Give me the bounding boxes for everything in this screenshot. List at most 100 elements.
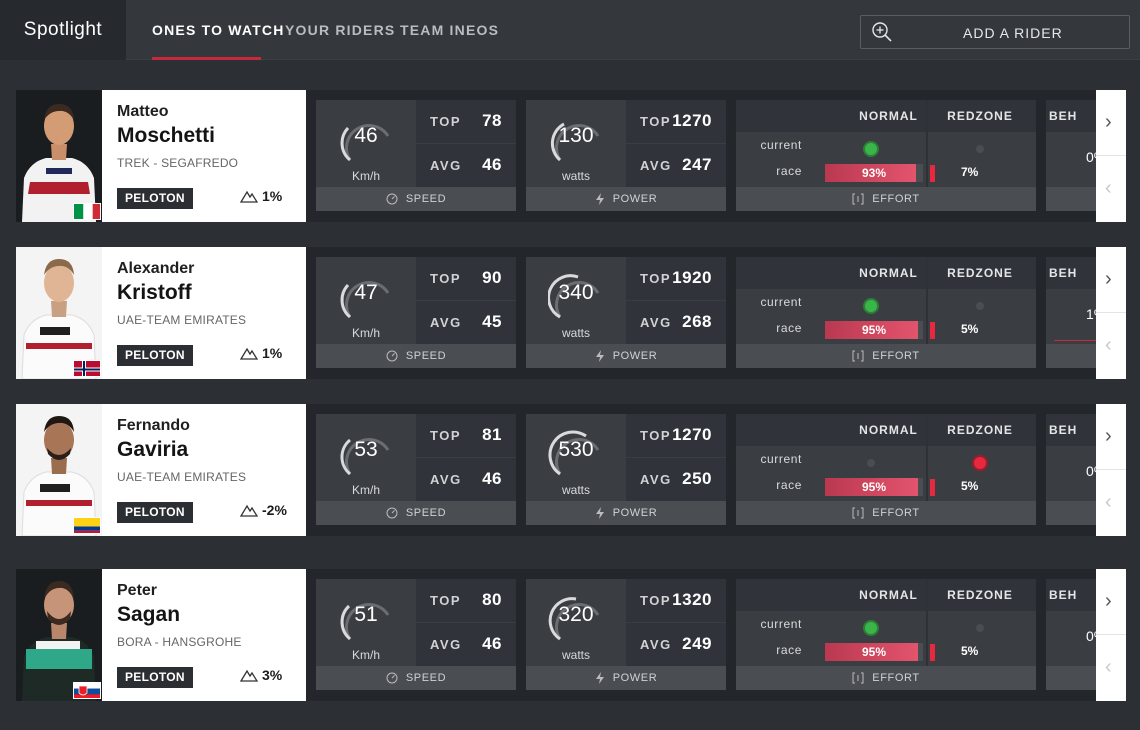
- rider-photo: [16, 90, 102, 222]
- top-label: TOP: [430, 593, 461, 608]
- power-unit: watts: [561, 326, 590, 340]
- speed-avg-cell: AVG 46: [416, 458, 516, 501]
- lightning-icon: [595, 507, 604, 519]
- power-label: POWER: [612, 507, 658, 519]
- behind-label: BEH: [1049, 266, 1078, 280]
- power-arc-icon: [548, 274, 600, 319]
- mountain-icon: [240, 504, 258, 517]
- race-normal-fill: [825, 643, 919, 661]
- speed-avg: 46: [482, 469, 502, 488]
- race-redzone-bar: [930, 644, 935, 661]
- power-avg: 268: [682, 312, 712, 331]
- speed-arc-icon: [340, 124, 390, 162]
- card-nav: › ‹: [1096, 569, 1126, 701]
- card-nav: › ‹: [1096, 90, 1126, 222]
- chevron-left-icon[interactable]: ‹: [1105, 177, 1112, 199]
- redzone-header: REDZONE: [947, 109, 1013, 123]
- chevron-left-icon[interactable]: ‹: [1105, 334, 1112, 356]
- redzone-current-indicator: [976, 624, 984, 632]
- effort-panel: NORMAL REDZONE current race 95% 5% EFFOR…: [736, 579, 1036, 690]
- rider-photo: [16, 569, 102, 701]
- top-label: TOP: [640, 428, 671, 443]
- power-unit: watts: [561, 169, 590, 183]
- power-panel: 340 watts TOP 1920 AVG 268 POWER: [526, 257, 726, 368]
- tab-ones-to-watch[interactable]: ONES TO WATCH: [152, 22, 285, 38]
- gradient-value: 1%: [262, 345, 283, 361]
- race-redzone-value: 5%: [961, 644, 979, 658]
- power-avg: 247: [682, 155, 712, 174]
- speed-footer: SPEED: [316, 666, 516, 690]
- rider-first-name: Matteo: [117, 103, 169, 120]
- redzone-current-indicator: [974, 457, 986, 469]
- group-badge: PELOTON: [117, 502, 193, 523]
- race-label: race: [776, 164, 802, 178]
- gradient-indicator: 3%: [240, 667, 282, 683]
- avg-label: AVG: [640, 472, 672, 487]
- lightning-icon: [595, 672, 604, 684]
- tab-your-riders[interactable]: YOUR RIDERS: [285, 22, 396, 38]
- flag-colombia-icon: [73, 517, 101, 534]
- rider-first-name: Fernando: [117, 417, 190, 434]
- effort-header: [736, 257, 1036, 289]
- rider-card[interactable]: Alexander Kristoff UAE-TEAM EMIRATES PEL…: [16, 247, 1126, 379]
- chevron-left-icon[interactable]: ‹: [1105, 491, 1112, 513]
- top-label: TOP: [430, 428, 461, 443]
- power-footer: POWER: [526, 187, 726, 211]
- chevron-right-icon[interactable]: ›: [1105, 111, 1112, 133]
- avg-label: AVG: [430, 315, 462, 330]
- speed-gauge: 51 Km/h: [316, 579, 416, 666]
- rider-card[interactable]: Matteo Moschetti TREK - SEGAFREDO PELOTO…: [16, 90, 1126, 222]
- group-badge: PELOTON: [117, 345, 193, 366]
- flag-slovakia-icon: [73, 682, 101, 699]
- power-top: 1270: [672, 111, 712, 130]
- top-label: TOP: [640, 593, 671, 608]
- race-normal-bar: 95%: [825, 478, 923, 496]
- speed-panel: 47 Km/h TOP 90 AVG 45 SPEED: [316, 257, 516, 368]
- top-header: Spotlight ONES TO WATCH YOUR RIDERS TEAM…: [0, 0, 1140, 60]
- power-gauge: 320 watts: [526, 579, 626, 666]
- race-label: race: [776, 478, 802, 492]
- effort-icon: [852, 672, 864, 684]
- column-divider: [926, 257, 928, 344]
- add-rider-button[interactable]: ADD A RIDER: [860, 15, 1130, 49]
- effort-header: [736, 414, 1036, 446]
- rider-team: BORA - HANSGROHE: [117, 635, 242, 649]
- add-rider-label: ADD A RIDER: [963, 25, 1063, 41]
- speed-top-cell: TOP 81: [416, 414, 516, 457]
- speed-avg: 46: [482, 634, 502, 653]
- top-label: TOP: [430, 271, 461, 286]
- nav-divider: [1096, 312, 1126, 313]
- normal-current-indicator: [865, 300, 877, 312]
- race-redzone-bar: [930, 479, 935, 496]
- speed-footer: SPEED: [316, 344, 516, 368]
- current-label: current: [760, 452, 802, 466]
- column-divider: [926, 100, 928, 187]
- power-current: 340: [558, 281, 594, 304]
- nav-divider: [1096, 634, 1126, 635]
- column-divider: [926, 414, 928, 501]
- tab-team-ineos[interactable]: TEAM INEOS: [400, 22, 500, 38]
- chevron-right-icon[interactable]: ›: [1105, 425, 1112, 447]
- power-top: 1320: [672, 590, 712, 609]
- race-normal-value: 95%: [861, 645, 887, 659]
- rider-last-name: Gaviria: [117, 438, 189, 461]
- power-current: 130: [558, 124, 594, 147]
- avg-label: AVG: [640, 315, 672, 330]
- chevron-right-icon[interactable]: ›: [1105, 590, 1112, 612]
- active-tab-indicator: [152, 57, 261, 60]
- rider-card[interactable]: Peter Sagan BORA - HANSGROHE PELOTON 3% …: [16, 569, 1126, 701]
- chevron-right-icon[interactable]: ›: [1105, 268, 1112, 290]
- power-footer: POWER: [526, 501, 726, 525]
- card-nav: › ‹: [1096, 404, 1126, 536]
- power-avg-cell: AVG 250: [626, 458, 726, 501]
- rider-card[interactable]: Fernando Gaviria UAE-TEAM EMIRATES PELOT…: [16, 404, 1126, 536]
- avg-label: AVG: [430, 472, 462, 487]
- race-redzone-value: 7%: [961, 165, 979, 179]
- speedometer-icon: [386, 350, 398, 362]
- gradient-value: 3%: [262, 667, 283, 683]
- speed-current: 46: [354, 124, 378, 147]
- power-label: POWER: [612, 193, 658, 205]
- chevron-left-icon[interactable]: ‹: [1105, 656, 1112, 678]
- effort-footer: EFFORT: [736, 187, 1036, 211]
- mountain-icon: [240, 190, 258, 203]
